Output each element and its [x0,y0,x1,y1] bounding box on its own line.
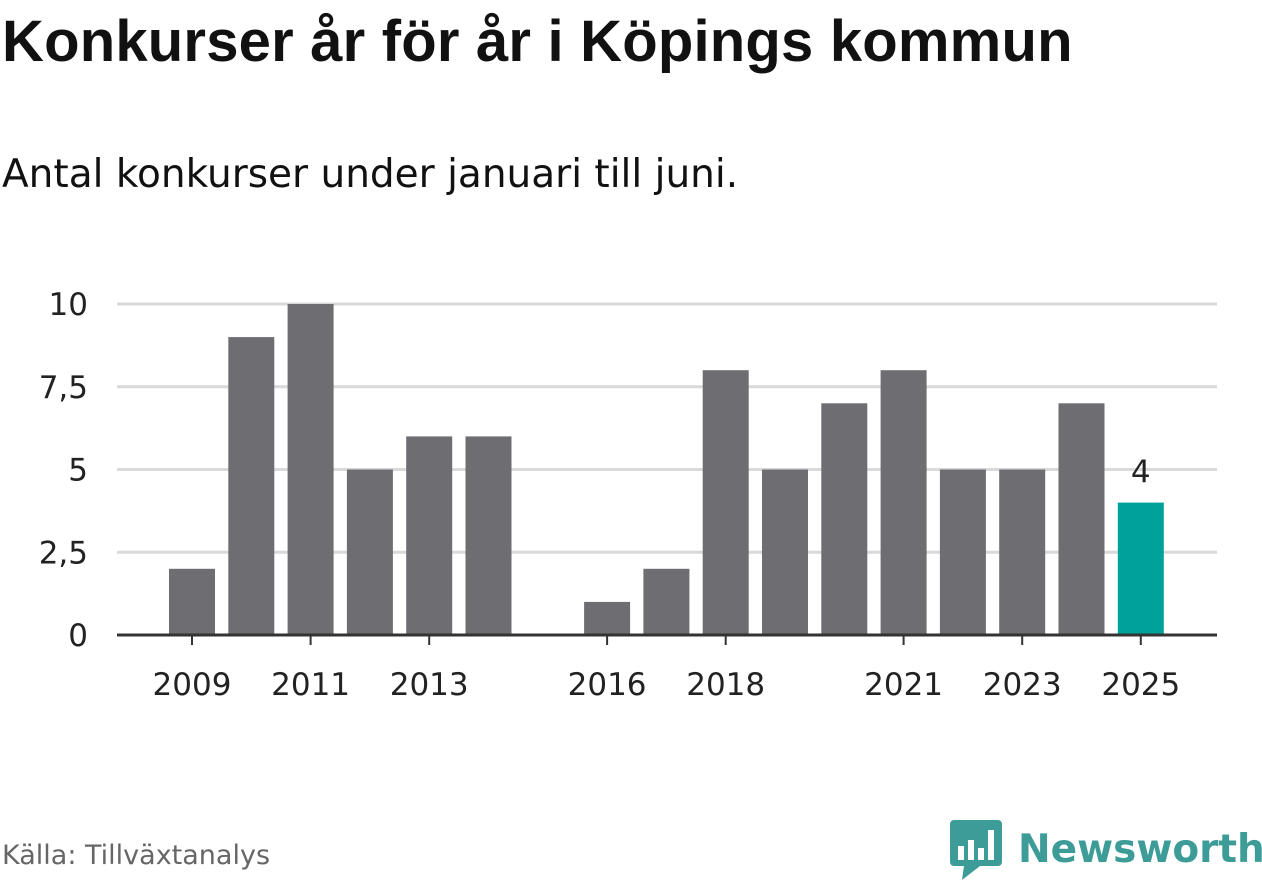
x-tick-label: 2011 [271,667,350,703]
bar [287,304,334,635]
x-tick-label: 2013 [390,667,469,703]
bar [584,601,631,635]
bar [346,469,393,635]
bar [939,469,986,635]
x-tick-label: 2018 [686,667,765,703]
chart-subtitle: Antal konkurser under januari till juni. [2,152,739,197]
bar [643,568,690,635]
gridlines [117,302,1217,554]
axes [117,633,1217,645]
x-tick-label: 2016 [568,667,647,703]
x-tick-label: 2009 [153,667,232,703]
bar [169,568,215,635]
bar [702,370,749,635]
y-tick-label: 5 [68,453,88,489]
newsworthy-logo-icon [950,820,1002,880]
y-tick-label: 7,5 [39,370,88,406]
brand: Newsworthy [950,818,1262,880]
bar [999,469,1046,635]
bar [821,403,868,635]
x-tick-label: 2023 [983,667,1062,703]
x-tick-label: 2025 [1101,667,1180,703]
source-note: Källa: Tillväxtanalys [2,840,271,871]
bar [465,436,512,635]
tick-labels: 0 2,5 5 7,5 10 4 2009 2011 2013 2016 2018 2021 2023 2… [39,287,1181,703]
bar [1058,403,1105,635]
data-label: 4 [1131,455,1151,491]
bar [880,370,927,635]
brand-name: Newsworthy [1018,826,1262,872]
y-tick-label: 2,5 [39,535,88,571]
bar [406,436,453,635]
bar [228,337,275,635]
bar-highlighted [1117,502,1164,635]
bar [762,469,808,635]
bars [169,304,1164,635]
y-tick-label: 10 [49,287,88,323]
chart-title: Konkurser år för år i Köpings kommun [2,9,1073,74]
y-tick-label: 0 [68,618,88,654]
x-tick-label: 2021 [864,667,943,703]
